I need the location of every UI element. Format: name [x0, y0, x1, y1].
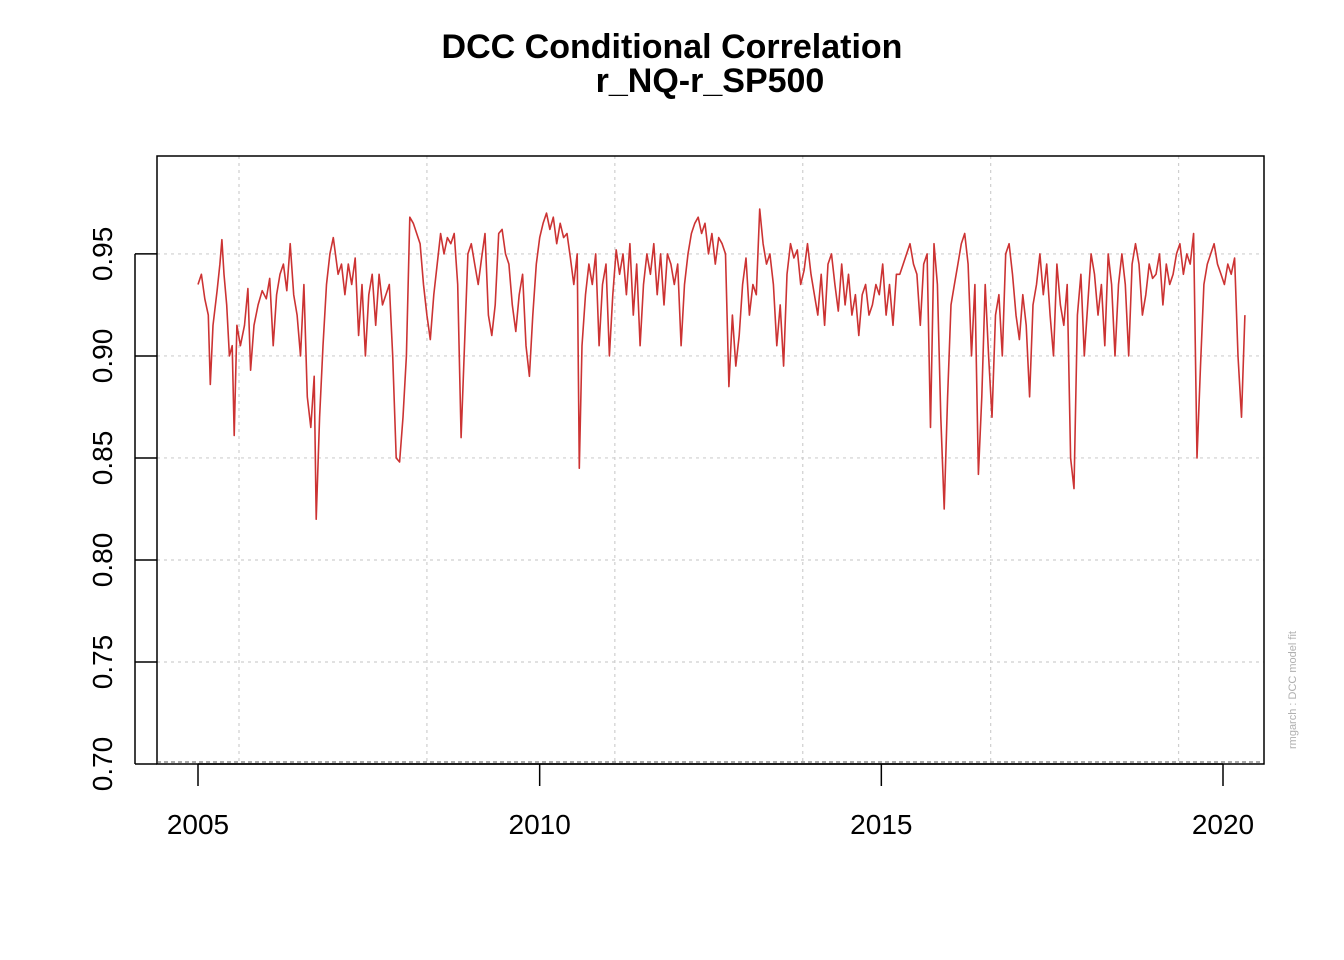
series-group: [197, 208, 1246, 520]
y-axis: 0.70 0.75 0.80 0.85 0.90 0.95: [87, 227, 157, 792]
x-tick-label: 2015: [850, 809, 912, 840]
watermark-label: rmgarch : DCC model fit: [1287, 631, 1299, 749]
series-line: [197, 208, 1246, 520]
y-tick-label: 0.90: [87, 329, 118, 384]
chart-title: DCC Conditional Correlation: [442, 28, 903, 66]
y-tick-label: 0.95: [87, 227, 118, 282]
x-axis: 2005 2010 2015 2020: [167, 763, 1254, 840]
x-tick-label: 2005: [167, 809, 229, 840]
y-tick-label: 0.70: [87, 737, 118, 792]
x-tick-label: 2010: [509, 809, 571, 840]
x-tick-label: 2020: [1192, 809, 1254, 840]
y-tick-label: 0.85: [87, 431, 118, 486]
y-tick-label: 0.80: [87, 533, 118, 588]
y-tick-label: 0.75: [87, 635, 118, 690]
grid-lines: [157, 156, 1264, 765]
chart-subtitle: r_NQ-r_SP500: [596, 62, 825, 100]
